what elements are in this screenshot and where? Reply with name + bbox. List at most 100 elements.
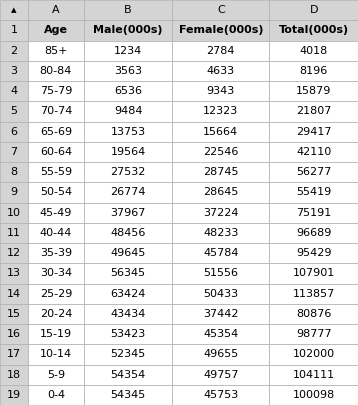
Text: 49757: 49757 bbox=[203, 370, 239, 379]
Bar bbox=[0, 61, 28, 81]
Text: 95429: 95429 bbox=[296, 248, 332, 258]
Bar bbox=[0, 81, 28, 101]
Bar bbox=[173, 304, 269, 324]
Bar bbox=[269, 263, 358, 284]
Bar bbox=[269, 364, 358, 385]
Bar bbox=[84, 101, 173, 122]
Bar bbox=[269, 324, 358, 344]
Text: 6: 6 bbox=[10, 127, 18, 136]
Text: 54345: 54345 bbox=[110, 390, 146, 400]
Bar bbox=[28, 202, 84, 223]
Bar bbox=[269, 122, 358, 142]
Text: 9343: 9343 bbox=[207, 86, 235, 96]
Bar bbox=[269, 81, 358, 101]
Bar bbox=[28, 0, 84, 20]
Text: 26774: 26774 bbox=[110, 188, 146, 197]
Bar bbox=[173, 263, 269, 284]
Bar bbox=[84, 385, 173, 405]
Text: 50-54: 50-54 bbox=[40, 188, 72, 197]
Text: A: A bbox=[52, 5, 60, 15]
Bar bbox=[84, 61, 173, 81]
Bar bbox=[0, 304, 28, 324]
Text: 49655: 49655 bbox=[203, 350, 238, 359]
Text: 56345: 56345 bbox=[111, 269, 146, 278]
Bar bbox=[0, 182, 28, 202]
Text: 29417: 29417 bbox=[296, 127, 332, 136]
Text: B: B bbox=[124, 5, 132, 15]
Bar bbox=[269, 162, 358, 182]
Bar bbox=[0, 40, 28, 61]
Bar bbox=[28, 284, 84, 304]
Bar bbox=[269, 284, 358, 304]
Bar bbox=[28, 263, 84, 284]
Text: 1234: 1234 bbox=[114, 46, 142, 55]
Bar bbox=[84, 162, 173, 182]
Bar bbox=[173, 324, 269, 344]
Bar bbox=[0, 385, 28, 405]
Bar bbox=[28, 385, 84, 405]
Bar bbox=[173, 142, 269, 162]
Text: 9484: 9484 bbox=[114, 107, 142, 116]
Bar bbox=[28, 304, 84, 324]
Text: 52345: 52345 bbox=[110, 350, 146, 359]
Text: D: D bbox=[309, 5, 318, 15]
Bar bbox=[84, 284, 173, 304]
Bar bbox=[84, 263, 173, 284]
Text: 21807: 21807 bbox=[296, 107, 332, 116]
Bar bbox=[173, 162, 269, 182]
Bar bbox=[84, 223, 173, 243]
Text: 5-9: 5-9 bbox=[47, 370, 65, 379]
Text: 37442: 37442 bbox=[203, 309, 239, 319]
Text: 3563: 3563 bbox=[114, 66, 142, 76]
Text: 4018: 4018 bbox=[300, 46, 328, 55]
Text: 13: 13 bbox=[7, 269, 21, 278]
Text: 14: 14 bbox=[7, 289, 21, 298]
Bar bbox=[28, 223, 84, 243]
Bar bbox=[0, 344, 28, 364]
Bar bbox=[28, 344, 84, 364]
Bar bbox=[269, 40, 358, 61]
Text: 107901: 107901 bbox=[292, 269, 335, 278]
Bar bbox=[173, 122, 269, 142]
Bar bbox=[84, 202, 173, 223]
Text: 10-14: 10-14 bbox=[40, 350, 72, 359]
Text: 1: 1 bbox=[10, 26, 18, 35]
Text: 50433: 50433 bbox=[203, 289, 238, 298]
Bar bbox=[28, 40, 84, 61]
Text: 8196: 8196 bbox=[300, 66, 328, 76]
Text: 15664: 15664 bbox=[203, 127, 238, 136]
Text: 7: 7 bbox=[10, 147, 18, 157]
Bar bbox=[173, 40, 269, 61]
Text: 53423: 53423 bbox=[110, 329, 146, 339]
Text: 0-4: 0-4 bbox=[47, 390, 65, 400]
Bar bbox=[28, 243, 84, 263]
Text: 40-44: 40-44 bbox=[40, 228, 72, 238]
Text: Age: Age bbox=[44, 26, 68, 35]
Bar bbox=[84, 122, 173, 142]
Bar bbox=[28, 20, 84, 40]
Text: 102000: 102000 bbox=[292, 350, 335, 359]
Text: 60-64: 60-64 bbox=[40, 147, 72, 157]
Bar bbox=[269, 385, 358, 405]
Text: 70-74: 70-74 bbox=[40, 107, 72, 116]
Text: 37967: 37967 bbox=[110, 208, 146, 217]
Text: 5: 5 bbox=[10, 107, 18, 116]
Bar bbox=[269, 304, 358, 324]
Text: 18: 18 bbox=[7, 370, 21, 379]
Bar bbox=[173, 81, 269, 101]
Bar bbox=[0, 284, 28, 304]
Text: 80876: 80876 bbox=[296, 309, 332, 319]
Text: 17: 17 bbox=[7, 350, 21, 359]
Text: 22546: 22546 bbox=[203, 147, 238, 157]
Text: 11: 11 bbox=[7, 228, 21, 238]
Bar bbox=[0, 243, 28, 263]
Bar bbox=[0, 20, 28, 40]
Bar bbox=[84, 81, 173, 101]
Text: Female(000s): Female(000s) bbox=[179, 26, 263, 35]
Text: 65-69: 65-69 bbox=[40, 127, 72, 136]
Text: 25-29: 25-29 bbox=[40, 289, 72, 298]
Bar bbox=[28, 324, 84, 344]
Bar bbox=[0, 364, 28, 385]
Bar bbox=[269, 142, 358, 162]
Text: 19564: 19564 bbox=[110, 147, 146, 157]
